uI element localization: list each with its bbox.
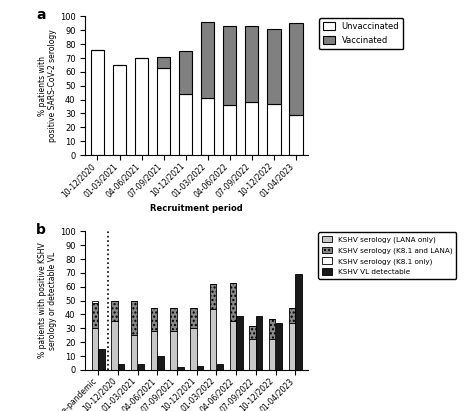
Bar [131, 335, 137, 370]
Bar [111, 321, 118, 370]
Bar [223, 26, 237, 105]
Legend: KSHV serology (LANA only), KSHV serology (K8.1 and LANA), KSHV serology (K8.1 on: KSHV serology (LANA only), KSHV serology… [319, 232, 456, 279]
Bar [197, 366, 203, 370]
Bar [256, 316, 263, 370]
Bar [201, 22, 214, 98]
Bar [190, 328, 197, 370]
Bar [245, 26, 258, 102]
Bar [190, 307, 197, 328]
Bar [138, 365, 144, 370]
Text: a: a [36, 8, 46, 22]
Bar [177, 367, 183, 370]
Bar [210, 309, 216, 370]
Bar [245, 102, 258, 155]
Bar [91, 328, 98, 370]
Legend: Unvaccinated, Vaccinated: Unvaccinated, Vaccinated [319, 18, 403, 49]
Bar [157, 57, 170, 68]
Bar [151, 331, 157, 370]
Bar [269, 339, 275, 370]
Bar [135, 58, 148, 155]
Bar [217, 365, 223, 370]
Bar [157, 68, 170, 155]
Bar [289, 323, 295, 370]
X-axis label: Recruitment period: Recruitment period [150, 204, 243, 213]
Bar [249, 339, 255, 370]
Bar [201, 98, 214, 155]
Bar [267, 29, 281, 104]
Text: b: b [36, 223, 46, 237]
Bar [98, 349, 105, 370]
Bar [289, 115, 302, 155]
Bar [111, 300, 118, 321]
Bar [171, 307, 177, 331]
Bar [131, 300, 137, 335]
Bar [118, 365, 124, 370]
Bar [179, 94, 192, 155]
Bar [269, 319, 275, 339]
Bar [289, 307, 295, 323]
Bar [113, 65, 126, 155]
Bar [151, 307, 157, 331]
Bar [171, 331, 177, 370]
Bar [210, 284, 216, 309]
Bar [249, 326, 255, 339]
Bar [179, 51, 192, 94]
Bar [276, 323, 282, 370]
Bar [157, 356, 164, 370]
Bar [91, 303, 98, 328]
Bar [267, 104, 281, 155]
Bar [229, 321, 236, 370]
Bar [289, 23, 302, 115]
Y-axis label: % patients with positive KSHV
serology or detectable VL: % patients with positive KSHV serology o… [37, 243, 57, 358]
Bar [237, 316, 243, 370]
Bar [229, 283, 236, 321]
Y-axis label: % patients with
positive SARS-CoV-2 serology: % patients with positive SARS-CoV-2 sero… [37, 29, 57, 142]
Bar [91, 50, 104, 155]
Bar [223, 105, 237, 155]
Bar [295, 274, 302, 370]
Bar [91, 300, 98, 303]
